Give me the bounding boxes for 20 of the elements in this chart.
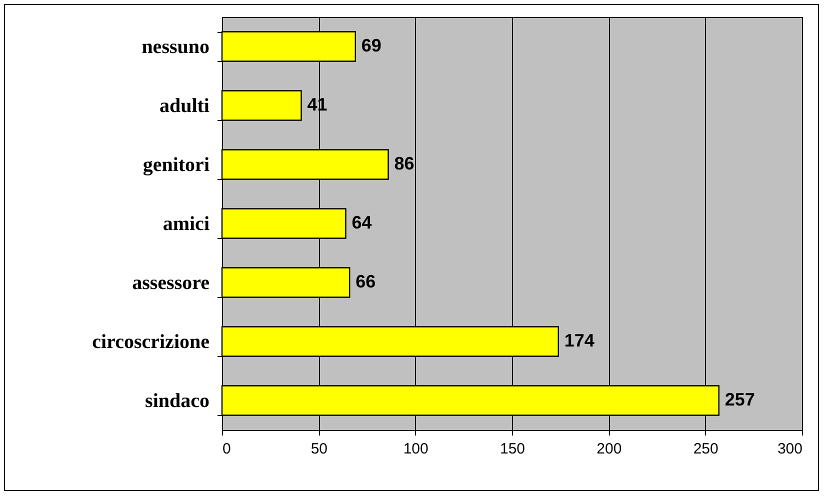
- y-tick-label: sindaco: [145, 390, 210, 412]
- y-tick-label: adulti: [159, 95, 210, 117]
- data-label: 174: [564, 330, 594, 350]
- data-label: 257: [724, 390, 755, 410]
- data-label: 64: [352, 212, 372, 232]
- y-tick-label: circoscrizione: [92, 331, 210, 353]
- y-tick-label: nessuno: [142, 36, 210, 58]
- y-tick-label: amici: [162, 213, 210, 235]
- x-tick-label: 250: [693, 440, 718, 458]
- y-tick-label: assessore: [132, 272, 210, 294]
- x-tick-label: 150: [500, 440, 526, 458]
- data-label: 66: [356, 272, 376, 292]
- x-tick-label: 300: [777, 440, 802, 458]
- data-label: 69: [361, 36, 382, 56]
- x-tick-label: 200: [596, 440, 622, 458]
- data-label: 86: [394, 154, 414, 174]
- x-tick-label: 0: [222, 440, 231, 458]
- y-tick-label: genitori: [142, 154, 210, 176]
- x-tick-label: 50: [310, 440, 328, 458]
- x-tick-label: 100: [403, 440, 428, 458]
